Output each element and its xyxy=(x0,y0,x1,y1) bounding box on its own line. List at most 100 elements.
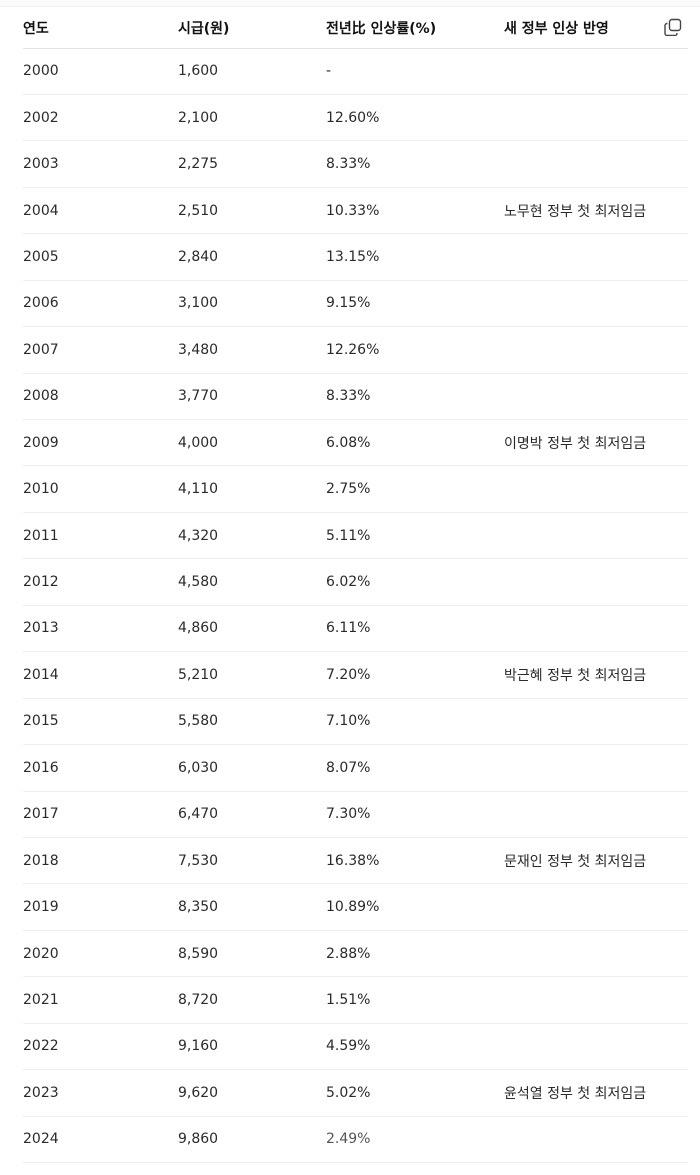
year-cell: 2009 xyxy=(23,434,59,451)
table-row: 2003 2,275 8.33% xyxy=(23,141,688,188)
table-row: 2012 4,580 6.02% xyxy=(23,559,688,606)
table-row: 2020 8,590 2.88% xyxy=(23,930,688,977)
rate-cell: 16.38% xyxy=(326,852,380,869)
note-cell xyxy=(504,373,688,419)
copy-icon[interactable] xyxy=(664,18,682,36)
rate-cell: 12.26% xyxy=(326,341,380,358)
wage-cell: 8,350 xyxy=(178,899,219,916)
rate-cell: 13.15% xyxy=(326,248,380,265)
year-cell: 2016 xyxy=(23,759,59,776)
note-cell: 노무현 정부 첫 최저임금 xyxy=(504,203,647,220)
note-cell xyxy=(504,141,688,187)
year-cell: 2004 xyxy=(23,202,59,219)
wage-cell: 9,860 xyxy=(178,1131,219,1148)
table-row: 2007 3,480 12.26% xyxy=(23,327,688,374)
rate-cell: 2.49% xyxy=(326,1131,371,1148)
rate-cell: - xyxy=(326,63,332,80)
note-cell xyxy=(504,698,688,744)
wage-cell: 1,600 xyxy=(178,63,219,80)
note-cell xyxy=(504,48,688,94)
table-row: 2022 9,160 4.59% xyxy=(23,1023,688,1070)
year-cell: 2019 xyxy=(23,899,59,916)
minimum-wage-table: 연도 시급(원) 전년比 인상률(%) 새 정부 인상 반영 2000 1,600… xyxy=(23,8,688,1163)
year-cell: 2015 xyxy=(23,713,59,730)
header-wage: 시급(원) xyxy=(178,8,326,49)
table-row: 2021 8,720 1.51% xyxy=(23,977,688,1024)
year-cell: 2020 xyxy=(23,945,59,962)
table-row: 2017 6,470 7.30% xyxy=(23,791,688,838)
note-cell xyxy=(504,94,688,140)
wage-cell: 7,530 xyxy=(178,852,219,869)
wage-cell: 2,275 xyxy=(178,156,219,173)
year-cell: 2003 xyxy=(23,156,59,173)
note-cell xyxy=(504,559,688,605)
wage-cell: 4,000 xyxy=(178,434,219,451)
table-row: 2006 3,100 9.15% xyxy=(23,280,688,327)
wage-cell: 8,720 xyxy=(178,991,219,1008)
rate-cell: 6.02% xyxy=(326,574,371,591)
wage-cell: 6,030 xyxy=(178,759,219,776)
wage-cell: 4,580 xyxy=(178,574,219,591)
note-cell xyxy=(504,1023,688,1069)
year-cell: 2023 xyxy=(23,1084,59,1101)
table-row: 2019 8,350 10.89% xyxy=(23,884,688,931)
table-row: 2015 5,580 7.10% xyxy=(23,698,688,745)
note-cell xyxy=(504,745,688,791)
wage-cell: 4,110 xyxy=(178,481,219,498)
wage-cell: 3,100 xyxy=(178,295,219,312)
rate-cell: 2.75% xyxy=(326,481,371,498)
table-row: 2005 2,840 13.15% xyxy=(23,234,688,281)
rate-cell: 7.30% xyxy=(326,806,371,823)
rate-cell: 6.11% xyxy=(326,620,371,637)
rate-cell: 7.10% xyxy=(326,713,371,730)
header-note: 새 정부 인상 반영 xyxy=(504,8,688,49)
wage-cell: 9,160 xyxy=(178,1038,219,1055)
year-cell: 2011 xyxy=(23,527,59,544)
year-cell: 2006 xyxy=(23,295,59,312)
year-cell: 2022 xyxy=(23,1038,59,1055)
note-cell xyxy=(504,791,688,837)
rate-cell: 9.15% xyxy=(326,295,371,312)
table-row: 2011 4,320 5.11% xyxy=(23,512,688,559)
wage-cell: 5,580 xyxy=(178,713,219,730)
note-cell xyxy=(504,605,688,651)
note-cell: 문재인 정부 첫 최저임금 xyxy=(504,853,647,870)
table-row: 2000 1,600 - xyxy=(23,48,688,95)
wage-cell: 3,480 xyxy=(178,341,219,358)
rate-cell: 2.88% xyxy=(326,945,371,962)
header-rate: 전년比 인상률(%) xyxy=(326,8,504,49)
note-cell xyxy=(504,234,688,280)
table-row: 2009 4,000 6.08% 이명박 정부 첫 최저임금 xyxy=(23,420,688,466)
note-cell xyxy=(504,327,688,373)
year-cell: 2014 xyxy=(23,666,59,683)
note-cell xyxy=(504,977,688,1023)
table-row: 2002 2,100 12.60% xyxy=(23,94,688,141)
year-cell: 2010 xyxy=(23,481,59,498)
rate-cell: 8.33% xyxy=(326,388,371,405)
rate-cell: 6.08% xyxy=(326,434,371,451)
table-header: 연도 시급(원) 전년比 인상률(%) 새 정부 인상 반영 xyxy=(23,8,688,49)
table-row: 2010 4,110 2.75% xyxy=(23,466,688,513)
table-row: 2013 4,860 6.11% xyxy=(23,605,688,652)
wage-cell: 2,840 xyxy=(178,248,219,265)
wage-cell: 6,470 xyxy=(178,806,219,823)
rate-cell: 5.02% xyxy=(326,1084,371,1101)
year-cell: 2008 xyxy=(23,388,59,405)
wage-cell: 5,210 xyxy=(178,666,219,683)
table-row: 2014 5,210 7.20% 박근혜 정부 첫 최저임금 xyxy=(23,652,688,699)
wage-cell: 4,860 xyxy=(178,620,219,637)
rate-cell: 8.07% xyxy=(326,759,371,776)
table-row: 2008 3,770 8.33% xyxy=(23,373,688,420)
rate-cell: 4.59% xyxy=(326,1038,371,1055)
rate-cell: 8.33% xyxy=(326,156,371,173)
table-row: 2024 9,860 2.49% xyxy=(23,1116,688,1163)
note-cell xyxy=(504,466,688,512)
note-cell xyxy=(504,884,688,930)
table-row: 2018 7,530 16.38% 문재인 정부 첫 최저임금 xyxy=(23,837,688,884)
note-cell: 이명박 정부 첫 최저임금 xyxy=(504,435,647,452)
wage-cell: 8,590 xyxy=(178,945,219,962)
year-cell: 2005 xyxy=(23,248,59,265)
table-body: 2000 1,600-2002 2,100 12.60% 2003 2,275 8.33% 2… xyxy=(23,48,688,1163)
rate-cell: 1.51% xyxy=(326,991,371,1008)
